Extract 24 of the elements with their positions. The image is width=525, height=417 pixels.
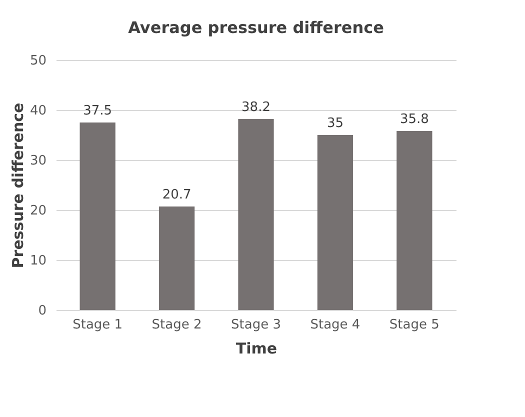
x-axis-title: Time — [236, 340, 278, 358]
data-label: 35 — [326, 116, 344, 131]
data-label: 38.2 — [242, 100, 270, 115]
x-tick-label: Stage 1 — [72, 318, 123, 332]
y-tick-label: 50 — [30, 54, 46, 68]
data-label: 35.8 — [400, 112, 429, 127]
chart-title: Average pressure difference — [128, 18, 384, 37]
y-tick-label: 0 — [38, 304, 46, 318]
x-tick-label: Stage 5 — [389, 318, 440, 332]
bar — [396, 131, 432, 310]
bar — [158, 206, 195, 310]
bar — [238, 119, 274, 310]
y-tick-label: 30 — [30, 154, 46, 168]
data-label: 37.5 — [83, 104, 112, 118]
y-axis-title: Pressure difference — [8, 102, 27, 268]
bar — [317, 135, 354, 310]
y-tick-label: 10 — [30, 254, 46, 268]
bar — [80, 122, 116, 310]
data-label: 20.7 — [162, 188, 192, 202]
x-tick-label: Stage 3 — [231, 318, 281, 332]
y-tick-label: 40 — [30, 104, 46, 118]
x-tick-label: Stage 4 — [310, 318, 360, 332]
y-tick-label: 20 — [30, 204, 46, 218]
x-tick-label: Stage 2 — [152, 318, 202, 332]
